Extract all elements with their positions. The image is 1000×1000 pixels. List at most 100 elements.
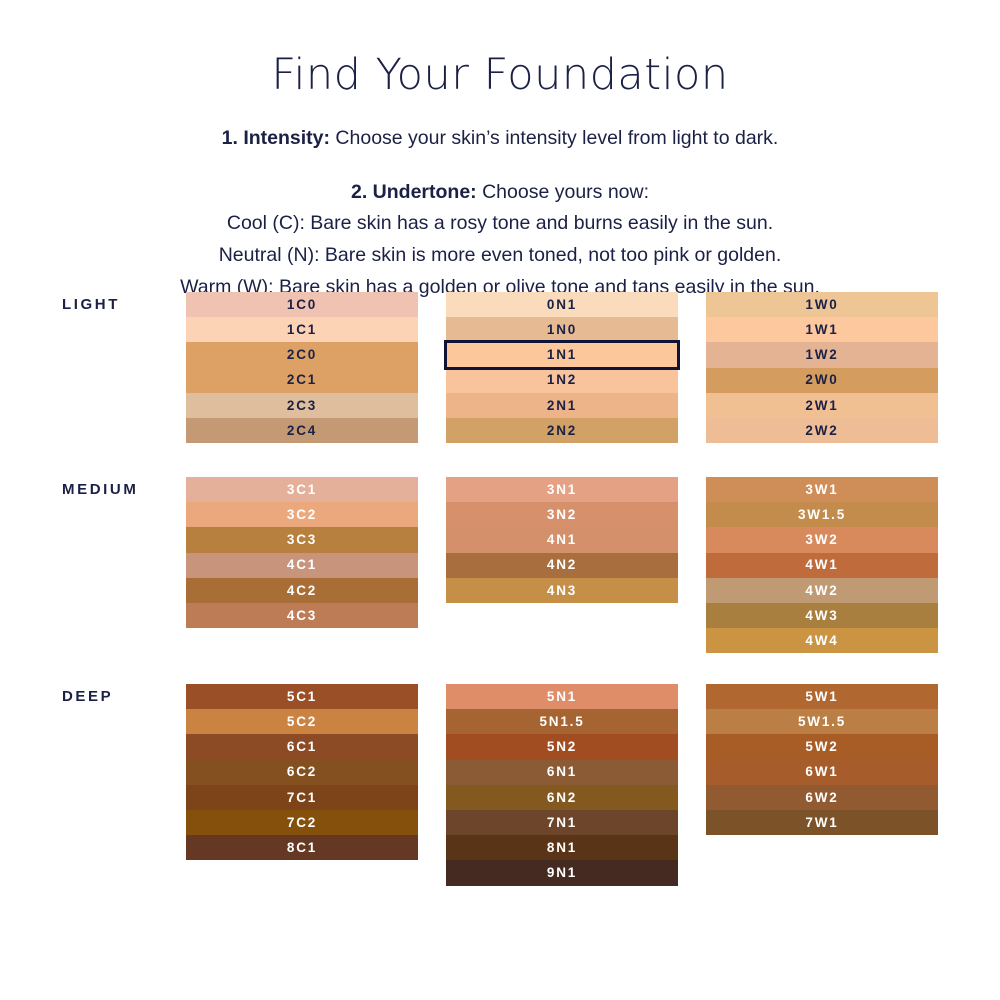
shade-code-label: 8N1 bbox=[546, 839, 578, 855]
step-1-text: Choose your skin’s intensity level from … bbox=[335, 127, 779, 150]
swatch[interactable]: 2W1 bbox=[706, 392, 938, 418]
swatch[interactable]: 3W1.5 bbox=[706, 502, 938, 528]
swatch[interactable]: 4N2 bbox=[446, 552, 678, 578]
shade-code-label: 1N0 bbox=[546, 322, 578, 338]
swatch[interactable]: 2N1 bbox=[446, 392, 678, 418]
swatch[interactable]: 8C1 bbox=[186, 835, 418, 861]
swatch[interactable]: 2C3 bbox=[186, 392, 418, 418]
shade-code-label: 7C2 bbox=[286, 814, 318, 830]
swatch[interactable]: 2C1 bbox=[186, 367, 418, 393]
swatch[interactable]: 3N2 bbox=[446, 502, 678, 528]
swatch[interactable]: 5W1 bbox=[706, 684, 938, 710]
swatch-stack-medium-neutral: 3N1 3N2 4N1 4N2 4N3 bbox=[446, 477, 678, 603]
swatch[interactable]: 0N1 bbox=[446, 292, 678, 318]
swatch[interactable]: 5C2 bbox=[186, 709, 418, 735]
shade-code-label: 3C3 bbox=[286, 532, 318, 548]
shade-code-label: 3C2 bbox=[286, 507, 318, 523]
swatch[interactable]: 4N1 bbox=[446, 527, 678, 553]
swatch[interactable]: 2N2 bbox=[446, 417, 678, 444]
swatch[interactable]: 4N3 bbox=[446, 577, 678, 603]
step-2-text: Choose yours now: bbox=[482, 180, 650, 203]
swatch[interactable]: 5N2 bbox=[446, 734, 678, 760]
shade-code-label: 3W2 bbox=[805, 532, 839, 548]
swatch-stack-deep-neutral: 5N1 5N1.5 5N2 6N1 6N2 7N1 8N1 9N1 bbox=[446, 684, 678, 886]
swatch[interactable]: 7N1 bbox=[446, 809, 678, 836]
swatch[interactable]: 6C2 bbox=[186, 759, 418, 785]
shade-code-label: 6C1 bbox=[286, 739, 318, 755]
shade-code-label: 2W0 bbox=[805, 372, 839, 388]
swatch[interactable]: 4W4 bbox=[706, 628, 938, 654]
swatch[interactable]: 1N2 bbox=[446, 367, 678, 393]
swatch[interactable]: 4C2 bbox=[186, 577, 418, 603]
swatch-stack-light-warm: 1W0 1W1 1W2 2W0 2W1 2W2 bbox=[706, 292, 938, 444]
swatch-selected[interactable]: 1N1 bbox=[444, 340, 680, 370]
shade-code-label: 4W4 bbox=[805, 632, 839, 648]
swatch[interactable]: 6C1 bbox=[186, 734, 418, 760]
swatch[interactable]: 1W0 bbox=[706, 292, 938, 318]
swatch[interactable]: 3W1 bbox=[706, 477, 938, 503]
shade-code-label: 2W1 bbox=[805, 397, 839, 413]
undertone-description-neutral: Neutral (N): Bare skin is more even tone… bbox=[218, 244, 782, 267]
swatch[interactable]: 3C3 bbox=[186, 527, 418, 553]
step-1-lead: 1. Intensity: bbox=[221, 127, 330, 150]
swatch[interactable]: 5C1 bbox=[186, 684, 418, 710]
swatch[interactable]: 4C3 bbox=[186, 602, 418, 629]
swatch[interactable]: 7C1 bbox=[186, 784, 418, 810]
shade-code-label: 0N1 bbox=[546, 296, 578, 312]
swatch[interactable]: 5W1.5 bbox=[706, 709, 938, 735]
shade-code-label: 6W2 bbox=[805, 789, 839, 805]
shade-code-label: 4W1 bbox=[805, 557, 839, 573]
swatch[interactable]: 7C2 bbox=[186, 809, 418, 836]
shade-code-label: 6N2 bbox=[546, 789, 578, 805]
swatch[interactable]: 3N1 bbox=[446, 477, 678, 503]
swatch[interactable]: 6N2 bbox=[446, 784, 678, 810]
swatch[interactable]: 3W2 bbox=[706, 527, 938, 553]
swatch[interactable]: 1N0 bbox=[446, 317, 678, 343]
swatch[interactable]: 3C2 bbox=[186, 502, 418, 528]
swatch[interactable]: 2C0 bbox=[186, 342, 418, 368]
swatch[interactable]: 1W1 bbox=[706, 317, 938, 343]
shade-code-label: 1W0 bbox=[805, 296, 839, 312]
swatch[interactable]: 1W2 bbox=[706, 342, 938, 368]
swatch[interactable]: 1C0 bbox=[186, 292, 418, 318]
shade-code-label: 5N1 bbox=[546, 688, 578, 704]
swatch[interactable]: 7W1 bbox=[706, 809, 938, 836]
swatch[interactable]: 6W1 bbox=[706, 759, 938, 785]
swatch[interactable]: 8N1 bbox=[446, 835, 678, 861]
swatch[interactable]: 4W2 bbox=[706, 577, 938, 603]
shade-code-label: 5W1 bbox=[805, 688, 839, 704]
swatch[interactable]: 9N1 bbox=[446, 860, 678, 886]
shade-code-label: 6C2 bbox=[286, 764, 318, 780]
swatch[interactable]: 3C1 bbox=[186, 477, 418, 503]
swatch-stack-deep-cool: 5C1 5C2 6C1 6C2 7C1 7C2 8C1 bbox=[186, 684, 418, 861]
shade-code-label: 2N1 bbox=[546, 397, 578, 413]
swatch[interactable]: 2W2 bbox=[706, 417, 938, 444]
swatch[interactable]: 5N1.5 bbox=[446, 709, 678, 735]
shade-code-label: 5C2 bbox=[286, 714, 318, 730]
shade-code-label: 3N2 bbox=[546, 507, 578, 523]
shade-code-label: 1W1 bbox=[805, 322, 839, 338]
shade-code-label: 4N1 bbox=[546, 532, 578, 548]
swatch[interactable]: 4W1 bbox=[706, 552, 938, 578]
swatch[interactable]: 4W3 bbox=[706, 602, 938, 629]
shade-code-label: 2N2 bbox=[546, 422, 578, 438]
shade-code-label: 1C1 bbox=[286, 322, 318, 338]
swatch-stack-deep-warm: 5W1 5W1.5 5W2 6W1 6W2 7W1 bbox=[706, 684, 938, 836]
swatch[interactable]: 6N1 bbox=[446, 759, 678, 785]
swatch[interactable]: 2C4 bbox=[186, 417, 418, 444]
swatch[interactable]: 5W2 bbox=[706, 734, 938, 760]
shade-code-label: 4C2 bbox=[286, 582, 318, 598]
shade-code-label: 5C1 bbox=[286, 688, 318, 704]
swatch[interactable]: 6W2 bbox=[706, 784, 938, 810]
shade-code-label: 3W1 bbox=[805, 481, 839, 497]
swatch[interactable]: 2W0 bbox=[706, 367, 938, 393]
page-title: Find Your Foundation bbox=[271, 50, 729, 100]
swatch[interactable]: 4C1 bbox=[186, 552, 418, 578]
swatch-stack-light-neutral: 0N1 1N0 1N1 1N2 2N1 2N2 bbox=[444, 292, 680, 444]
swatch[interactable]: 1C1 bbox=[186, 317, 418, 343]
shade-code-label: 9N1 bbox=[546, 865, 578, 881]
shade-code-label: 2C3 bbox=[286, 397, 318, 413]
shade-code-label: 7W1 bbox=[805, 814, 839, 830]
swatch[interactable]: 5N1 bbox=[446, 684, 678, 710]
